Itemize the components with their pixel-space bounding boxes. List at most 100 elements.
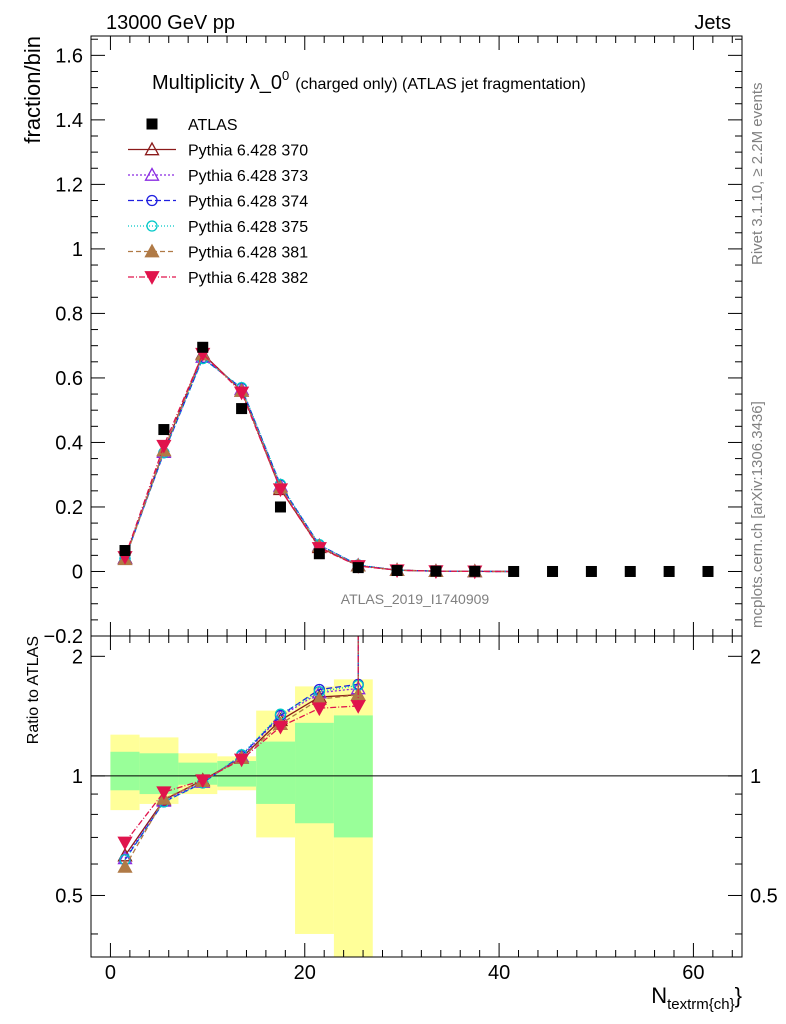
- atlas-data-point: [469, 565, 481, 577]
- x-tick-label: 60: [682, 962, 704, 984]
- legend-label-p370: Pythia 6.428 370: [188, 143, 308, 160]
- main-ytick-label: 0.6: [55, 368, 83, 390]
- legend-label-p374: Pythia 6.428 374: [188, 194, 308, 211]
- atlas-data-point: [663, 565, 675, 577]
- mc-line-p382: [124, 352, 514, 573]
- atlas-data-series: [119, 341, 714, 577]
- legend-marker-p370: [144, 141, 160, 156]
- atlas-data-point: [430, 565, 442, 577]
- legend-marker-p373: [144, 167, 160, 181]
- mcplots-label: mcplots.cern.ch [arXiv:1306.3436]: [749, 401, 766, 628]
- ratio-frame: [90, 635, 743, 958]
- xlabel-sub: textrm{ch}: [667, 996, 735, 1013]
- title-sup: 0: [282, 68, 289, 83]
- main-ytick-label: 1.2: [55, 174, 83, 196]
- ratio-point-p382: [272, 720, 289, 735]
- legend-label-p382: Pythia 6.428 382: [188, 270, 308, 287]
- ratio-series-layer: [117, 636, 366, 873]
- legend-marker-p382: [144, 271, 160, 285]
- ratio-line-p374: [124, 683, 359, 861]
- ratio-ytick-label-right: 0.5: [750, 885, 778, 907]
- legend-label-p373: Pythia 6.428 373: [188, 168, 308, 185]
- ratio-point-p382: [233, 753, 250, 768]
- main-ytick-label: 0.2: [55, 497, 83, 519]
- legend-entry-p370: Pythia 6.428 370: [128, 141, 308, 160]
- header-right: Jets: [694, 12, 731, 34]
- atlas-data-point: [352, 562, 364, 574]
- x-tick-label: 20: [294, 962, 316, 984]
- ratio-band-inner: [256, 741, 296, 804]
- ratio-series-p382: [117, 636, 366, 851]
- ratio-point-p382: [195, 774, 211, 789]
- main-ytick-label: 1.6: [55, 45, 83, 67]
- atlas-data-point: [274, 501, 286, 513]
- ratio-bands: [91, 679, 742, 957]
- ratio-band-inner: [217, 761, 257, 787]
- mc-point-p382: [272, 483, 289, 498]
- main-axes: −0.2 0 0.2 0.4 0.6 0.8 1 1.2 1.4 1.6: [44, 36, 742, 648]
- main-ytick-label: 0: [72, 561, 83, 583]
- atlas-data-point: [624, 565, 636, 577]
- ratio-point-p382: [156, 786, 172, 801]
- atlas-data-point: [158, 424, 170, 436]
- title-main: Multiplicity λ_0: [152, 72, 282, 94]
- main-ylabel: fraction/bin: [20, 36, 45, 144]
- legend-label-p381: Pythia 6.428 381: [188, 245, 308, 262]
- mc-point-p382: [156, 439, 172, 454]
- legend-entry-p382: Pythia 6.428 382: [128, 270, 308, 287]
- mc-line-p374: [124, 356, 514, 573]
- atlas-data-point: [119, 545, 131, 557]
- ratio-ytick-label-right: 2: [750, 646, 761, 668]
- legend-entry-p374: Pythia 6.428 374: [128, 194, 308, 211]
- legend-marker-p381: [144, 243, 160, 258]
- main-series-layer: [117, 341, 714, 580]
- ratio-axes: 0.5 0.51 12 20 20 40 60: [55, 635, 778, 984]
- atlas-data-point: [702, 565, 714, 577]
- legend-label-p375: Pythia 6.428 375: [188, 219, 308, 236]
- ratio-ytick-label-left: 0.5: [55, 885, 83, 907]
- main-ytick-label: 1.4: [55, 110, 83, 132]
- legend-marker-ATLAS: [146, 118, 158, 130]
- legend-entry-ATLAS: ATLAS: [146, 117, 238, 134]
- ratio-ylabel: Ratio to ATLAS: [25, 636, 42, 744]
- main-ytick-label: 1: [72, 239, 83, 261]
- mc-line-p375: [124, 357, 514, 573]
- ratio-point-p382: [117, 836, 133, 851]
- main-ytick-label: 0.8: [55, 303, 83, 325]
- xlabel-main: N: [651, 983, 667, 1008]
- ratio-point-p382: [350, 700, 366, 714]
- mc-point-p382: [233, 386, 250, 401]
- xlabel-close: }: [735, 983, 742, 1008]
- ratio-band-inner: [110, 751, 140, 791]
- ratio-ytick-label-right: 1: [750, 766, 761, 788]
- atlas-data-point: [197, 341, 209, 353]
- header-left: 13000 GeV pp: [106, 12, 235, 34]
- chart-title: Multiplicity λ_00 (charged only) (ATLAS j…: [152, 68, 586, 94]
- atlas-data-point: [236, 403, 248, 415]
- ratio-band-inner: [333, 715, 373, 838]
- analysis-watermark: ATLAS_2019_I1740909: [341, 591, 490, 607]
- legend: ATLAS Pythia 6.428 370 Pythia 6.428 373 Pyt…: [128, 117, 308, 287]
- atlas-data-point: [508, 565, 520, 577]
- ratio-band-inner: [295, 722, 334, 824]
- atlas-data-point: [391, 565, 403, 577]
- atlas-data-point: [585, 565, 597, 577]
- ratio-ytick-label-left: 2: [72, 646, 83, 668]
- mc-series-p382: [117, 347, 514, 580]
- main-ytick-label: 0.4: [55, 432, 83, 454]
- legend-entry-p373: Pythia 6.428 373: [128, 167, 308, 185]
- ratio-ytick-label-left: 1: [72, 766, 83, 788]
- x-tick-label: 40: [488, 962, 510, 984]
- ratio-point-p381: [117, 859, 133, 873]
- legend-label-ATLAS: ATLAS: [188, 117, 238, 134]
- legend-marker-p374: [146, 194, 158, 207]
- mc-line-p381: [124, 353, 514, 573]
- atlas-data-point: [313, 548, 325, 560]
- legend-entry-p381: Pythia 6.428 381: [128, 243, 308, 262]
- legend-marker-p375: [146, 220, 158, 232]
- legend-entry-p375: Pythia 6.428 375: [128, 219, 308, 236]
- x-axis-label: Ntextrm{ch}}: [651, 983, 742, 1013]
- x-tick-label: 0: [105, 962, 116, 984]
- rivet-label: Rivet 3.1.10, ≥ 2.2M events: [749, 83, 766, 266]
